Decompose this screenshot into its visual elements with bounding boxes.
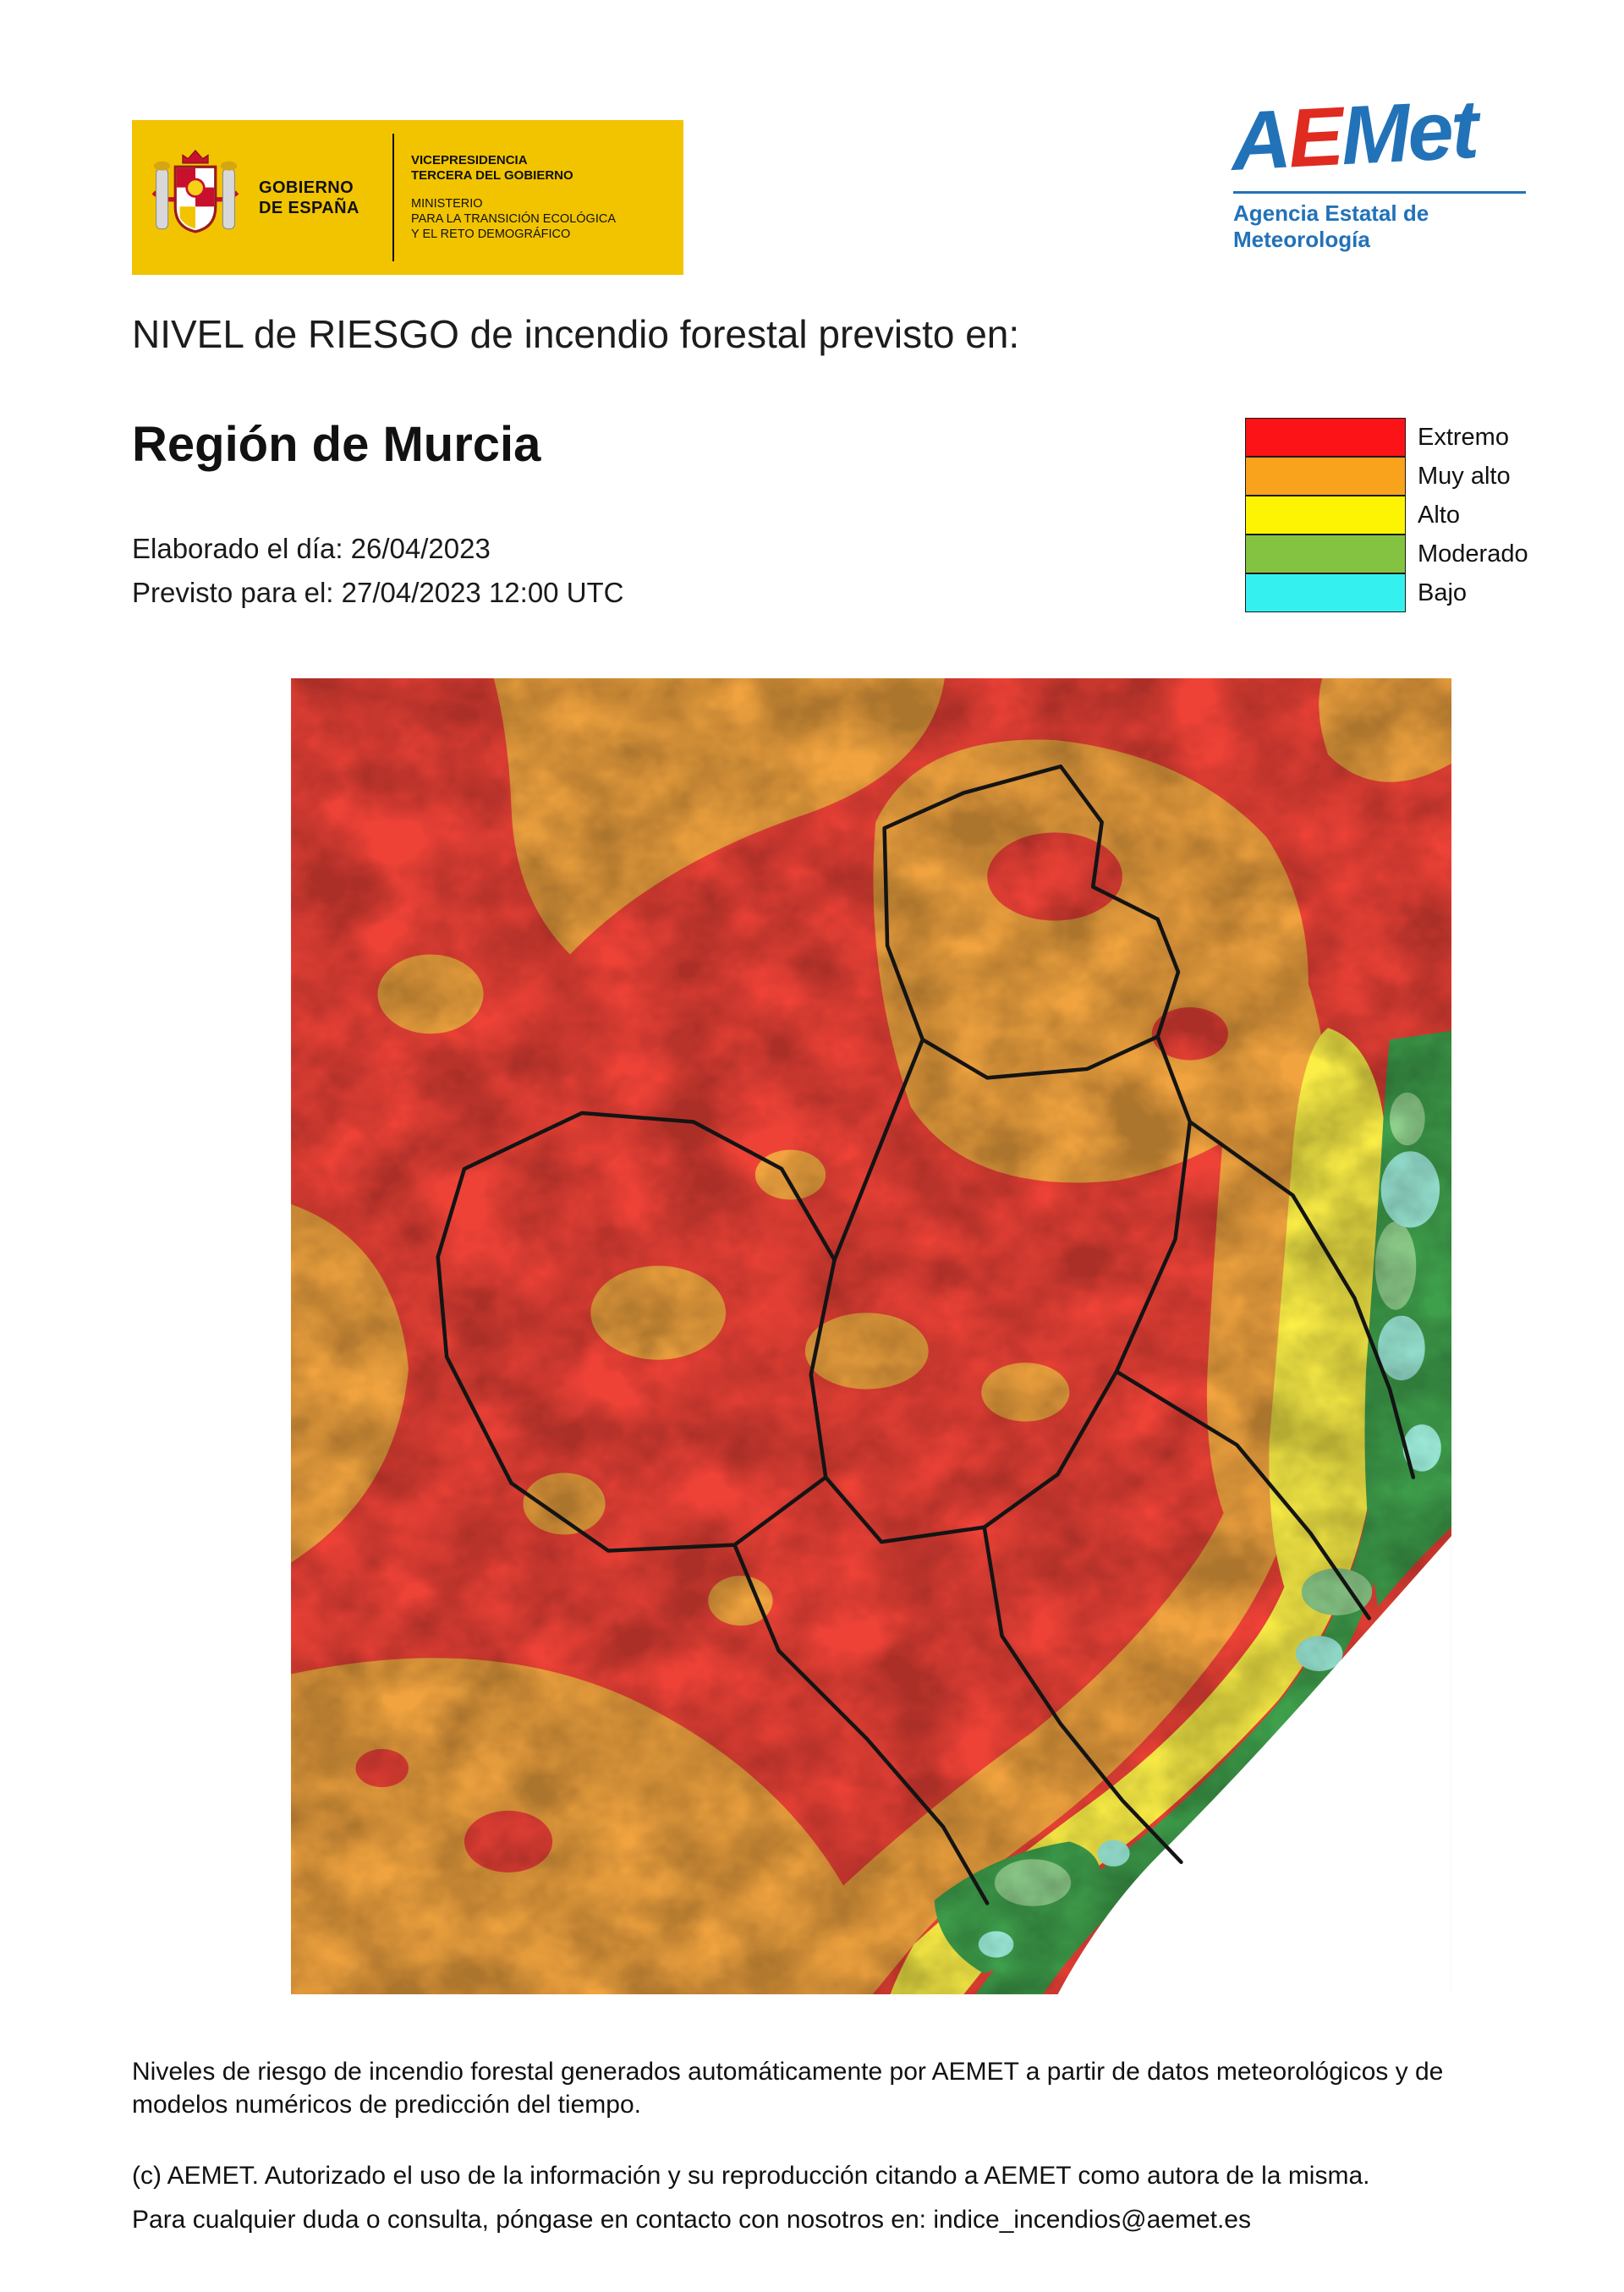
legend-label-extremo: Extremo xyxy=(1418,423,1509,451)
aemet-logo: AEMet Agencia Estatal de Meteorología xyxy=(1229,82,1546,253)
spain-coat-of-arms-icon xyxy=(151,149,239,233)
legend-row-moderado: Moderado xyxy=(1245,534,1528,573)
region-name: Región de Murcia xyxy=(132,417,541,472)
legend-swatch-extremo xyxy=(1245,418,1406,457)
vicepresidencia-label: VICEPRESIDENCIA TERCERA DEL GOBIERNO xyxy=(411,152,573,184)
legend-label-moderado: Moderado xyxy=(1418,540,1528,568)
fire-risk-map xyxy=(291,678,1451,1994)
aemet-wordmark: AEMet xyxy=(1229,81,1546,188)
aemet-letter-a: A xyxy=(1228,91,1292,188)
issued-date: Elaborado el día: 26/04/2023 xyxy=(132,533,491,564)
legend-label-alto: Alto xyxy=(1418,501,1460,529)
legend-swatch-bajo xyxy=(1245,573,1406,612)
ministerio-label: MINISTERIO PARA LA TRANSICIÓN ECOLÓGICA … xyxy=(411,197,617,242)
legend-label-bajo: Bajo xyxy=(1418,578,1468,606)
legend-swatch-alto xyxy=(1245,495,1406,535)
municipal-boundaries xyxy=(436,764,1416,1905)
legend-row-muy-alto: Muy alto xyxy=(1245,456,1528,496)
spain-coat-of-arms xyxy=(132,120,259,275)
footer-contact: Para cualquier duda o consulta, póngase … xyxy=(132,2206,1251,2234)
legend-row-alto: Alto xyxy=(1245,495,1528,535)
banner-divider xyxy=(392,134,394,261)
gobierno-de-espana-label: GOBIERNO DE ESPAÑA xyxy=(259,178,359,217)
legend-swatch-muy-alto xyxy=(1245,456,1406,496)
aemet-letter-e: E xyxy=(1286,89,1344,185)
aemet-letters-met: Met xyxy=(1338,81,1479,183)
footer-copyright: (c) AEMET. Autorizado el uso de la infor… xyxy=(132,2162,1370,2190)
page-title: NIVEL de RIESGO de incendio forestal pre… xyxy=(132,312,1020,356)
forecast-date: Previsto para el: 27/04/2023 12:00 UTC xyxy=(132,577,624,608)
mediterranean-sea xyxy=(1057,1536,1451,1994)
legend-row-extremo: Extremo xyxy=(1245,418,1528,457)
aemet-subtitle: Agencia Estatal de Meteorología xyxy=(1233,200,1429,252)
ministry-text-block: VICEPRESIDENCIA TERCERA DEL GOBIERNO MIN… xyxy=(394,120,683,275)
aemet-rule xyxy=(1233,191,1526,194)
footer-note: Niveles de riesgo de incendio forestal g… xyxy=(132,2058,1444,2119)
risk-legend: Extremo Muy alto Alto Moderado Bajo xyxy=(1245,418,1528,612)
legend-row-bajo: Bajo xyxy=(1245,573,1528,612)
fire-risk-map-svg xyxy=(291,678,1451,1994)
legend-swatch-moderado xyxy=(1245,534,1406,573)
legend-label-muy-alto: Muy alto xyxy=(1418,462,1511,490)
gobierno-espana-banner: GOBIERNO DE ESPAÑA VICEPRESIDENCIA TERCE… xyxy=(132,120,683,275)
